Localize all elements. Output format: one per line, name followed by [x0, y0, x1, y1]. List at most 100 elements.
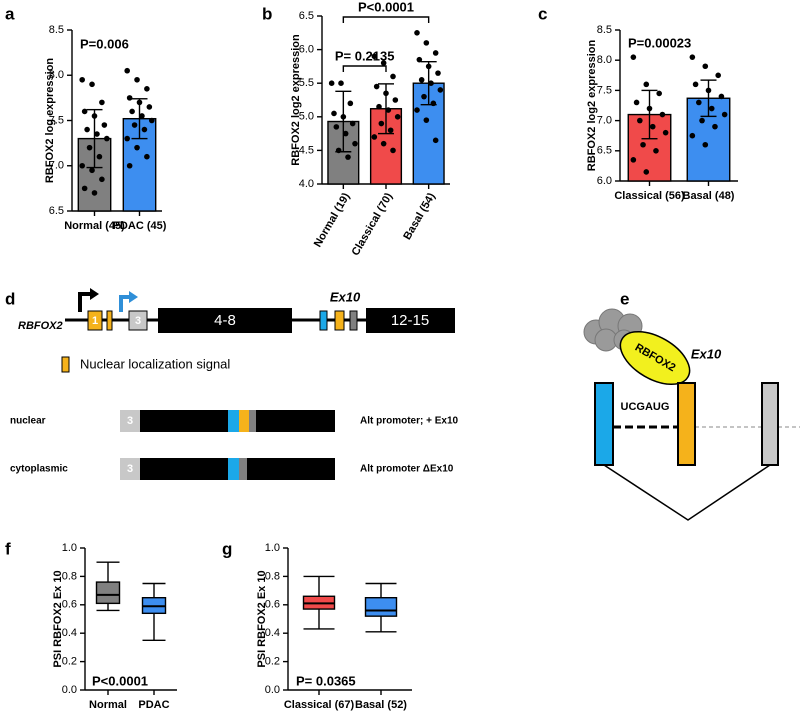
data-point [643, 169, 650, 175]
x-tick-label: Normal (19) [312, 191, 353, 250]
data-point [141, 126, 148, 133]
y-axis-label: RBFOX2 log expression [44, 58, 56, 184]
panel-letter: d [5, 289, 15, 308]
data-point [392, 97, 399, 103]
y-tick-label: 0.8 [62, 570, 77, 582]
data-point [144, 153, 150, 160]
data-point [696, 99, 702, 106]
data-point [79, 76, 85, 83]
data-point [345, 154, 351, 160]
data-point [134, 144, 140, 151]
exon [87, 310, 103, 331]
y-tick-label: 4.0 [299, 178, 314, 190]
x-tick-label: Basal (52) [355, 699, 407, 711]
y-tick-label: 7.0 [597, 115, 612, 127]
data-point [371, 53, 378, 60]
data-point [437, 87, 444, 93]
y-tick-label: 0.0 [62, 684, 77, 696]
panel-letter: a [5, 4, 15, 23]
y-tick-label: 7.5 [49, 114, 64, 126]
y-axis-label: PSI RBFOX2 Ex 10 [256, 570, 268, 667]
data-point [347, 100, 354, 107]
data-point [649, 123, 656, 130]
exon-label: 3 [127, 415, 133, 427]
exon [349, 310, 358, 331]
data-point [89, 81, 95, 88]
data-point [630, 157, 637, 163]
data-point [662, 129, 669, 136]
x-tick-label: Basal (48) [683, 190, 735, 202]
bracket [342, 16, 430, 23]
data-point [89, 167, 95, 174]
isoform-name: cytoplasmic [10, 464, 68, 475]
data-point [394, 114, 401, 120]
data-point [349, 120, 356, 127]
isoform-bar [120, 458, 335, 480]
y-tick-label: 0.4 [265, 627, 280, 639]
data-point [715, 72, 721, 79]
data-point [134, 76, 140, 83]
exon [120, 458, 140, 480]
data-point [656, 90, 662, 97]
data-point [129, 108, 135, 115]
exon [128, 310, 148, 331]
data-point [418, 77, 425, 83]
bar [77, 137, 112, 212]
y-tick-label: 8.0 [49, 69, 64, 81]
data-point [328, 80, 335, 86]
isoform-name: nuclear [10, 416, 46, 427]
y-tick-label: 0.8 [265, 570, 280, 582]
exon [239, 458, 247, 480]
data-point [708, 105, 715, 112]
exon [677, 382, 696, 466]
p-value: P=0.006 [80, 36, 129, 51]
data-point [659, 111, 666, 118]
data-point [423, 40, 430, 46]
exon-label: 3 [135, 315, 141, 327]
y-axis-label: RBFOX2 log2 expression [290, 34, 302, 166]
y-tick-label: 0.6 [62, 599, 77, 611]
data-point [414, 30, 420, 36]
data-point [432, 50, 439, 56]
exon [761, 382, 779, 466]
data-point [435, 70, 441, 76]
exon [594, 382, 614, 466]
gene-name: RBFOX2 [18, 320, 63, 332]
y-tick-label: 0.2 [62, 656, 77, 668]
y-tick-label: 0.2 [265, 656, 280, 668]
data-point [333, 124, 340, 130]
bracket [342, 65, 387, 72]
p-value: P= 0.0365 [296, 673, 356, 688]
isoform-note: Alt promoter ΔEx10 [360, 464, 454, 475]
x-tick-label: Basal (54) [401, 191, 438, 242]
data-point [712, 123, 718, 130]
data-point [692, 81, 699, 88]
data-point [86, 144, 93, 151]
y-tick-label: 8.0 [597, 54, 612, 66]
data-point [689, 54, 696, 60]
data-point [378, 120, 385, 127]
p-value: P= 0.2135 [335, 48, 395, 63]
data-point [373, 83, 380, 90]
y-axis-label: RBFOX2 log2 expression [586, 40, 598, 172]
data-point [640, 141, 646, 148]
data-point [630, 54, 637, 60]
y-tick-label: 7.0 [49, 160, 64, 172]
isoform-note: Alt promoter; + Ex10 [360, 416, 459, 427]
x-tick-label: PDAC [138, 699, 169, 711]
data-point [718, 93, 725, 100]
data-point [653, 148, 659, 154]
y-tick-label: 4.5 [299, 144, 314, 156]
panel-letter: f [5, 539, 11, 558]
exon-label: 3 [127, 463, 133, 475]
data-point [385, 107, 392, 113]
exon-label: 1 [92, 315, 98, 327]
panel-letter: b [262, 4, 272, 23]
data-point [390, 147, 396, 154]
exon-label: 12-15 [391, 312, 429, 329]
exon [319, 310, 328, 331]
data-point [376, 103, 382, 110]
exon [334, 310, 345, 331]
x-tick-label: Normal [89, 699, 127, 711]
legend-swatch [61, 356, 70, 373]
